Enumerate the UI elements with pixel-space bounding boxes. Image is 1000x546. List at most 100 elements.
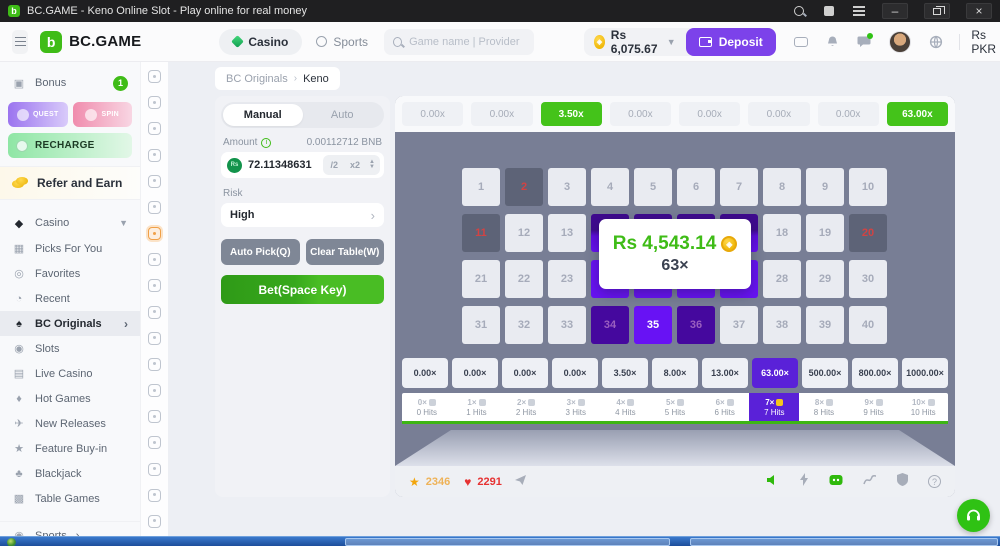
keno-tile-19[interactable]: 19 <box>806 214 844 252</box>
keno-tile-29[interactable]: 29 <box>806 260 844 298</box>
keno-tile-6[interactable]: 6 <box>677 168 715 206</box>
game-shortcut-keno-icon[interactable] <box>148 227 161 241</box>
auto-pick-button[interactable]: Auto Pick(Q) <box>221 239 300 265</box>
history-multiplier[interactable]: 0.00x <box>402 102 464 126</box>
browser-menu-icon[interactable] <box>852 4 866 18</box>
keno-tile-20[interactable]: 20 <box>849 214 887 252</box>
sidebar-item-table-games[interactable]: ▩ Table Games <box>0 486 140 511</box>
keno-tile-38[interactable]: 38 <box>763 306 801 344</box>
hamburger-menu-icon[interactable] <box>12 29 29 54</box>
game-shortcut-icon[interactable] <box>148 331 161 345</box>
currency-label[interactable]: Rs PKR <box>971 27 997 56</box>
deposit-button[interactable]: Deposit <box>685 27 776 56</box>
keno-tile-40[interactable]: 40 <box>849 306 887 344</box>
game-shortcut-icon[interactable] <box>148 174 161 188</box>
game-shortcut-icon[interactable] <box>148 488 161 502</box>
keno-tile-36[interactable]: 36 <box>677 306 715 344</box>
sidebar-item-slots[interactable]: ◉ Slots <box>0 336 140 361</box>
turbo-bolt-icon[interactable] <box>799 472 809 491</box>
sidebar-item-picks-for-you[interactable]: ▦ Picks For You <box>0 236 140 261</box>
paper-plane-icon[interactable] <box>514 473 527 491</box>
sidebar-item-new-releases[interactable]: ✈ New Releases <box>0 411 140 436</box>
game-mode-icon[interactable] <box>829 473 843 491</box>
game-shortcut-icon[interactable] <box>148 122 161 136</box>
sound-on-icon[interactable] <box>766 473 779 491</box>
avatar[interactable] <box>888 30 911 53</box>
keno-tile-34[interactable]: 34 <box>591 306 629 344</box>
bet-button[interactable]: Bet(Space Key) <box>221 275 384 304</box>
help-icon[interactable]: ? <box>928 475 941 488</box>
breadcrumb-parent[interactable]: BC Originals <box>226 72 288 85</box>
tab-sports[interactable]: Sports <box>316 35 368 49</box>
keno-tile-31[interactable]: 31 <box>462 306 500 344</box>
half-bet-button[interactable]: /2 <box>330 160 339 170</box>
bet-amount-value[interactable]: 72.11348631 <box>248 159 312 171</box>
history-multiplier[interactable]: 0.00x <box>471 102 533 126</box>
live-stats-icon[interactable] <box>863 473 877 491</box>
keno-tile-5[interactable]: 5 <box>634 168 672 206</box>
windows-taskbar[interactable] <box>0 536 1000 546</box>
game-search[interactable] <box>384 28 535 55</box>
clear-table-button[interactable]: Clear Table(W) <box>305 239 384 265</box>
minimize-button[interactable]: – <box>882 3 908 19</box>
sidebar-item-feature-buy-in[interactable]: ★ Feature Buy-in <box>0 436 140 461</box>
search-input[interactable] <box>409 35 526 48</box>
heart-icon[interactable]: ♥ <box>464 474 472 489</box>
keno-tile-37[interactable]: 37 <box>720 306 758 344</box>
sidebar-item-favorites[interactable]: ◎ Favorites <box>0 261 140 286</box>
history-multiplier[interactable]: 0.00x <box>609 102 671 126</box>
sidebar-item-hot-games[interactable]: ♦ Hot Games <box>0 386 140 411</box>
keno-tile-7[interactable]: 7 <box>720 168 758 206</box>
game-shortcut-icon[interactable] <box>148 279 161 293</box>
keno-tile-12[interactable]: 12 <box>505 214 543 252</box>
game-shortcut-icon[interactable] <box>148 462 161 476</box>
game-shortcut-icon[interactable] <box>148 357 161 371</box>
sidebar-item-bonus[interactable]: ▣ Bonus 1 <box>0 68 140 98</box>
keno-tile-32[interactable]: 32 <box>505 306 543 344</box>
info-icon[interactable]: i <box>261 137 272 148</box>
keno-tile-30[interactable]: 30 <box>849 260 887 298</box>
history-multiplier[interactable]: 63.00x <box>886 102 948 126</box>
keno-tile-9[interactable]: 9 <box>806 168 844 206</box>
sidebar-item-bc-originals[interactable]: ♠ BC Originals › <box>0 311 140 336</box>
close-button[interactable]: × <box>966 3 992 19</box>
keno-tile-13[interactable]: 13 <box>548 214 586 252</box>
keno-tile-33[interactable]: 33 <box>548 306 586 344</box>
game-shortcut-icon[interactable] <box>148 148 161 162</box>
support-chat-button[interactable] <box>957 499 990 532</box>
inbox-icon[interactable] <box>793 36 808 47</box>
game-shortcut-icon[interactable] <box>148 384 161 398</box>
amount-stepper[interactable]: ▲ ▼ <box>369 159 375 170</box>
history-multiplier[interactable]: 3.50x <box>540 102 602 126</box>
taskbar-window-button[interactable] <box>690 538 998 546</box>
history-multiplier[interactable]: 0.00x <box>817 102 879 126</box>
keno-tile-28[interactable]: 28 <box>763 260 801 298</box>
spin-button[interactable]: SPIN <box>72 102 132 127</box>
restore-button[interactable] <box>924 3 950 19</box>
game-shortcut-icon[interactable] <box>148 436 161 450</box>
keno-tile-18[interactable]: 18 <box>763 214 801 252</box>
keno-tile-2[interactable]: 2 <box>505 168 543 206</box>
recharge-button[interactable]: RECHARGE <box>8 133 132 158</box>
taskbar-window-button[interactable] <box>345 538 670 546</box>
game-shortcut-icon[interactable] <box>148 305 161 319</box>
bell-icon[interactable] <box>826 35 839 48</box>
globe-icon[interactable] <box>929 35 943 49</box>
extensions-puzzle-icon[interactable] <box>822 4 836 18</box>
tab-casino[interactable]: Casino <box>219 28 303 55</box>
game-shortcut-icon[interactable] <box>148 410 161 424</box>
keno-tile-23[interactable]: 23 <box>548 260 586 298</box>
tab-auto[interactable]: Auto <box>330 109 354 121</box>
game-shortcut-icon[interactable] <box>148 96 161 110</box>
sidebar-item-recent[interactable]: ◔ Recent <box>0 286 140 311</box>
refer-and-earn-button[interactable]: Refer and Earn <box>0 166 140 200</box>
fairness-shield-icon[interactable] <box>897 472 908 491</box>
keno-tile-22[interactable]: 22 <box>505 260 543 298</box>
history-multiplier[interactable]: 0.00x <box>679 102 741 126</box>
keno-tile-21[interactable]: 21 <box>462 260 500 298</box>
game-shortcut-icon[interactable] <box>148 200 161 214</box>
chat-icon[interactable] <box>857 33 873 48</box>
sidebar-section-casino[interactable]: ◆ Casino ▼ <box>0 210 140 236</box>
keno-tile-11[interactable]: 11 <box>462 214 500 252</box>
game-shortcut-icon[interactable] <box>148 514 161 528</box>
